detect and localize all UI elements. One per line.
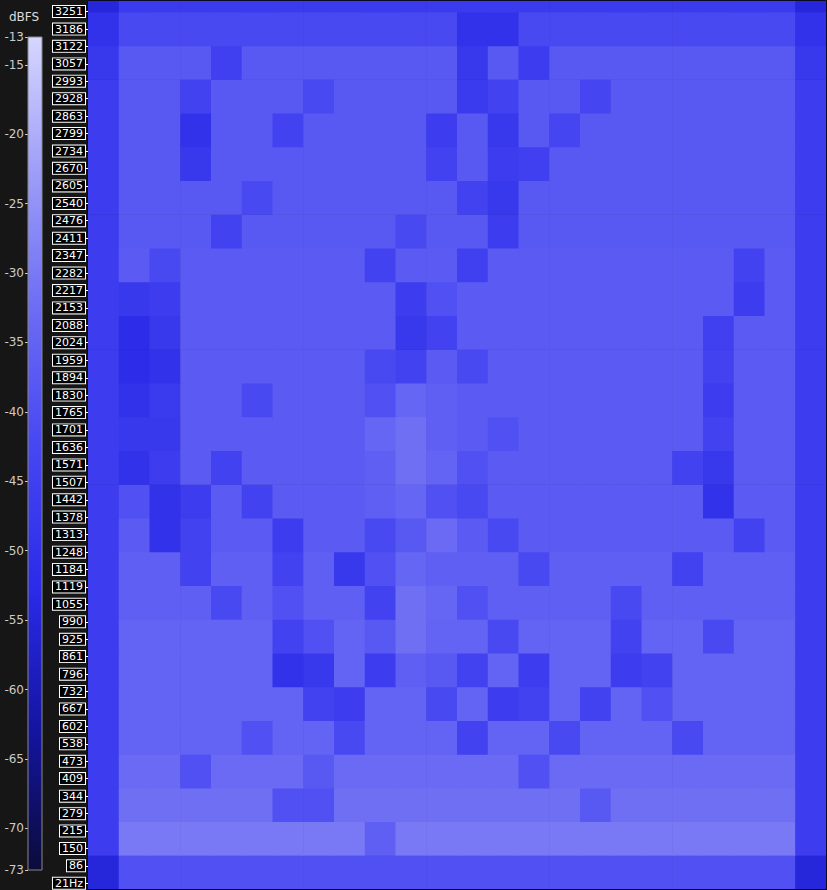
svg-text:-65: -65 (4, 752, 24, 766)
svg-text:-35: -35 (4, 335, 24, 349)
svg-text:-30: -30 (4, 266, 24, 280)
svg-text:3122: 3122 (55, 40, 83, 53)
svg-text:1894: 1894 (55, 371, 83, 384)
svg-text:2863: 2863 (55, 110, 83, 123)
svg-text:861: 861 (62, 650, 83, 663)
svg-text:409: 409 (62, 772, 83, 785)
svg-text:2153: 2153 (55, 301, 83, 314)
svg-text:3251: 3251 (55, 5, 83, 18)
svg-text:-20: -20 (4, 127, 24, 141)
svg-text:1184: 1184 (55, 563, 83, 576)
svg-text:2993: 2993 (55, 75, 83, 88)
svg-text:2411: 2411 (55, 232, 83, 245)
svg-text:-73: -73 (4, 863, 24, 877)
svg-text:990: 990 (62, 615, 83, 628)
svg-text:-25: -25 (4, 197, 24, 211)
svg-text:2088: 2088 (55, 319, 83, 332)
svg-text:215: 215 (62, 824, 83, 837)
svg-text:796: 796 (62, 668, 83, 681)
svg-text:1442: 1442 (55, 493, 83, 506)
svg-text:1830: 1830 (55, 389, 83, 402)
svg-text:538: 538 (62, 737, 83, 750)
svg-text:1959: 1959 (55, 354, 83, 367)
svg-text:2670: 2670 (55, 162, 83, 175)
svg-text:1248: 1248 (55, 546, 83, 559)
svg-text:-60: -60 (4, 683, 24, 697)
svg-text:-15: -15 (4, 58, 24, 72)
svg-text:-50: -50 (4, 544, 24, 558)
svg-text:2799: 2799 (55, 127, 83, 140)
svg-text:1378: 1378 (55, 511, 83, 524)
svg-text:925: 925 (62, 633, 83, 646)
svg-text:3057: 3057 (55, 57, 83, 70)
svg-text:2928: 2928 (55, 92, 83, 105)
svg-text:dBFS: dBFS (9, 10, 39, 24)
svg-text:279: 279 (62, 807, 83, 820)
svg-text:1765: 1765 (55, 406, 83, 419)
svg-text:2024: 2024 (55, 336, 83, 349)
svg-text:473: 473 (62, 755, 83, 768)
svg-text:1701: 1701 (55, 423, 83, 436)
svg-text:2217: 2217 (55, 284, 83, 297)
svg-text:2347: 2347 (55, 249, 83, 262)
svg-text:1636: 1636 (55, 441, 83, 454)
svg-text:-45: -45 (4, 474, 24, 488)
svg-text:732: 732 (62, 685, 83, 698)
svg-text:2282: 2282 (55, 267, 83, 280)
svg-text:1055: 1055 (55, 598, 83, 611)
svg-text:-55: -55 (4, 613, 24, 627)
svg-text:1313: 1313 (55, 528, 83, 541)
svg-text:2734: 2734 (55, 145, 83, 158)
svg-text:1571: 1571 (55, 458, 83, 471)
svg-text:-70: -70 (4, 821, 24, 835)
svg-text:-13: -13 (4, 30, 24, 44)
svg-text:2476: 2476 (55, 214, 83, 227)
svg-text:150: 150 (62, 842, 83, 855)
svg-text:2605: 2605 (55, 179, 83, 192)
svg-text:21Hz: 21Hz (55, 877, 83, 890)
svg-text:667: 667 (62, 702, 83, 715)
svg-text:-40: -40 (4, 405, 24, 419)
svg-text:2540: 2540 (55, 197, 83, 210)
svg-text:344: 344 (62, 790, 83, 803)
svg-text:86: 86 (69, 859, 83, 872)
svg-text:1507: 1507 (55, 476, 83, 489)
svg-text:3186: 3186 (55, 23, 83, 36)
svg-text:602: 602 (62, 720, 83, 733)
svg-text:1119: 1119 (55, 580, 83, 593)
